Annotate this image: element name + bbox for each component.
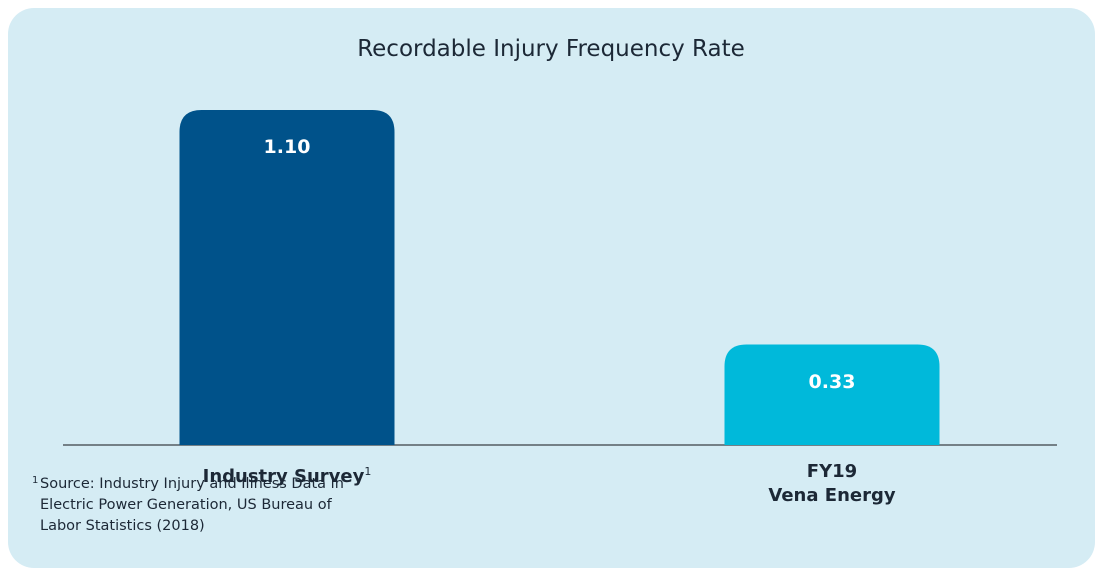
- footnote-text: Source: Industry Injury and Illness Data…: [40, 476, 344, 534]
- category-name: FY19 Vena Energy: [768, 461, 896, 506]
- bar: [179, 110, 395, 445]
- chart-title: Recordable Injury Frequency Rate: [357, 36, 745, 62]
- bar: [724, 344, 940, 445]
- footnote-marker: 1: [32, 475, 39, 486]
- value-label: 1.10: [263, 136, 311, 158]
- x-tick-label: FY19 Vena Energy: [682, 460, 982, 508]
- footnote-ref: 1: [364, 465, 372, 478]
- footnote: 1 Source: Industry Injury and Illness Dat…: [32, 474, 370, 537]
- value-label: 0.33: [808, 370, 856, 393]
- x-tick-label: Industry Survey1: [137, 460, 437, 489]
- category-name: Industry Survey: [202, 466, 365, 487]
